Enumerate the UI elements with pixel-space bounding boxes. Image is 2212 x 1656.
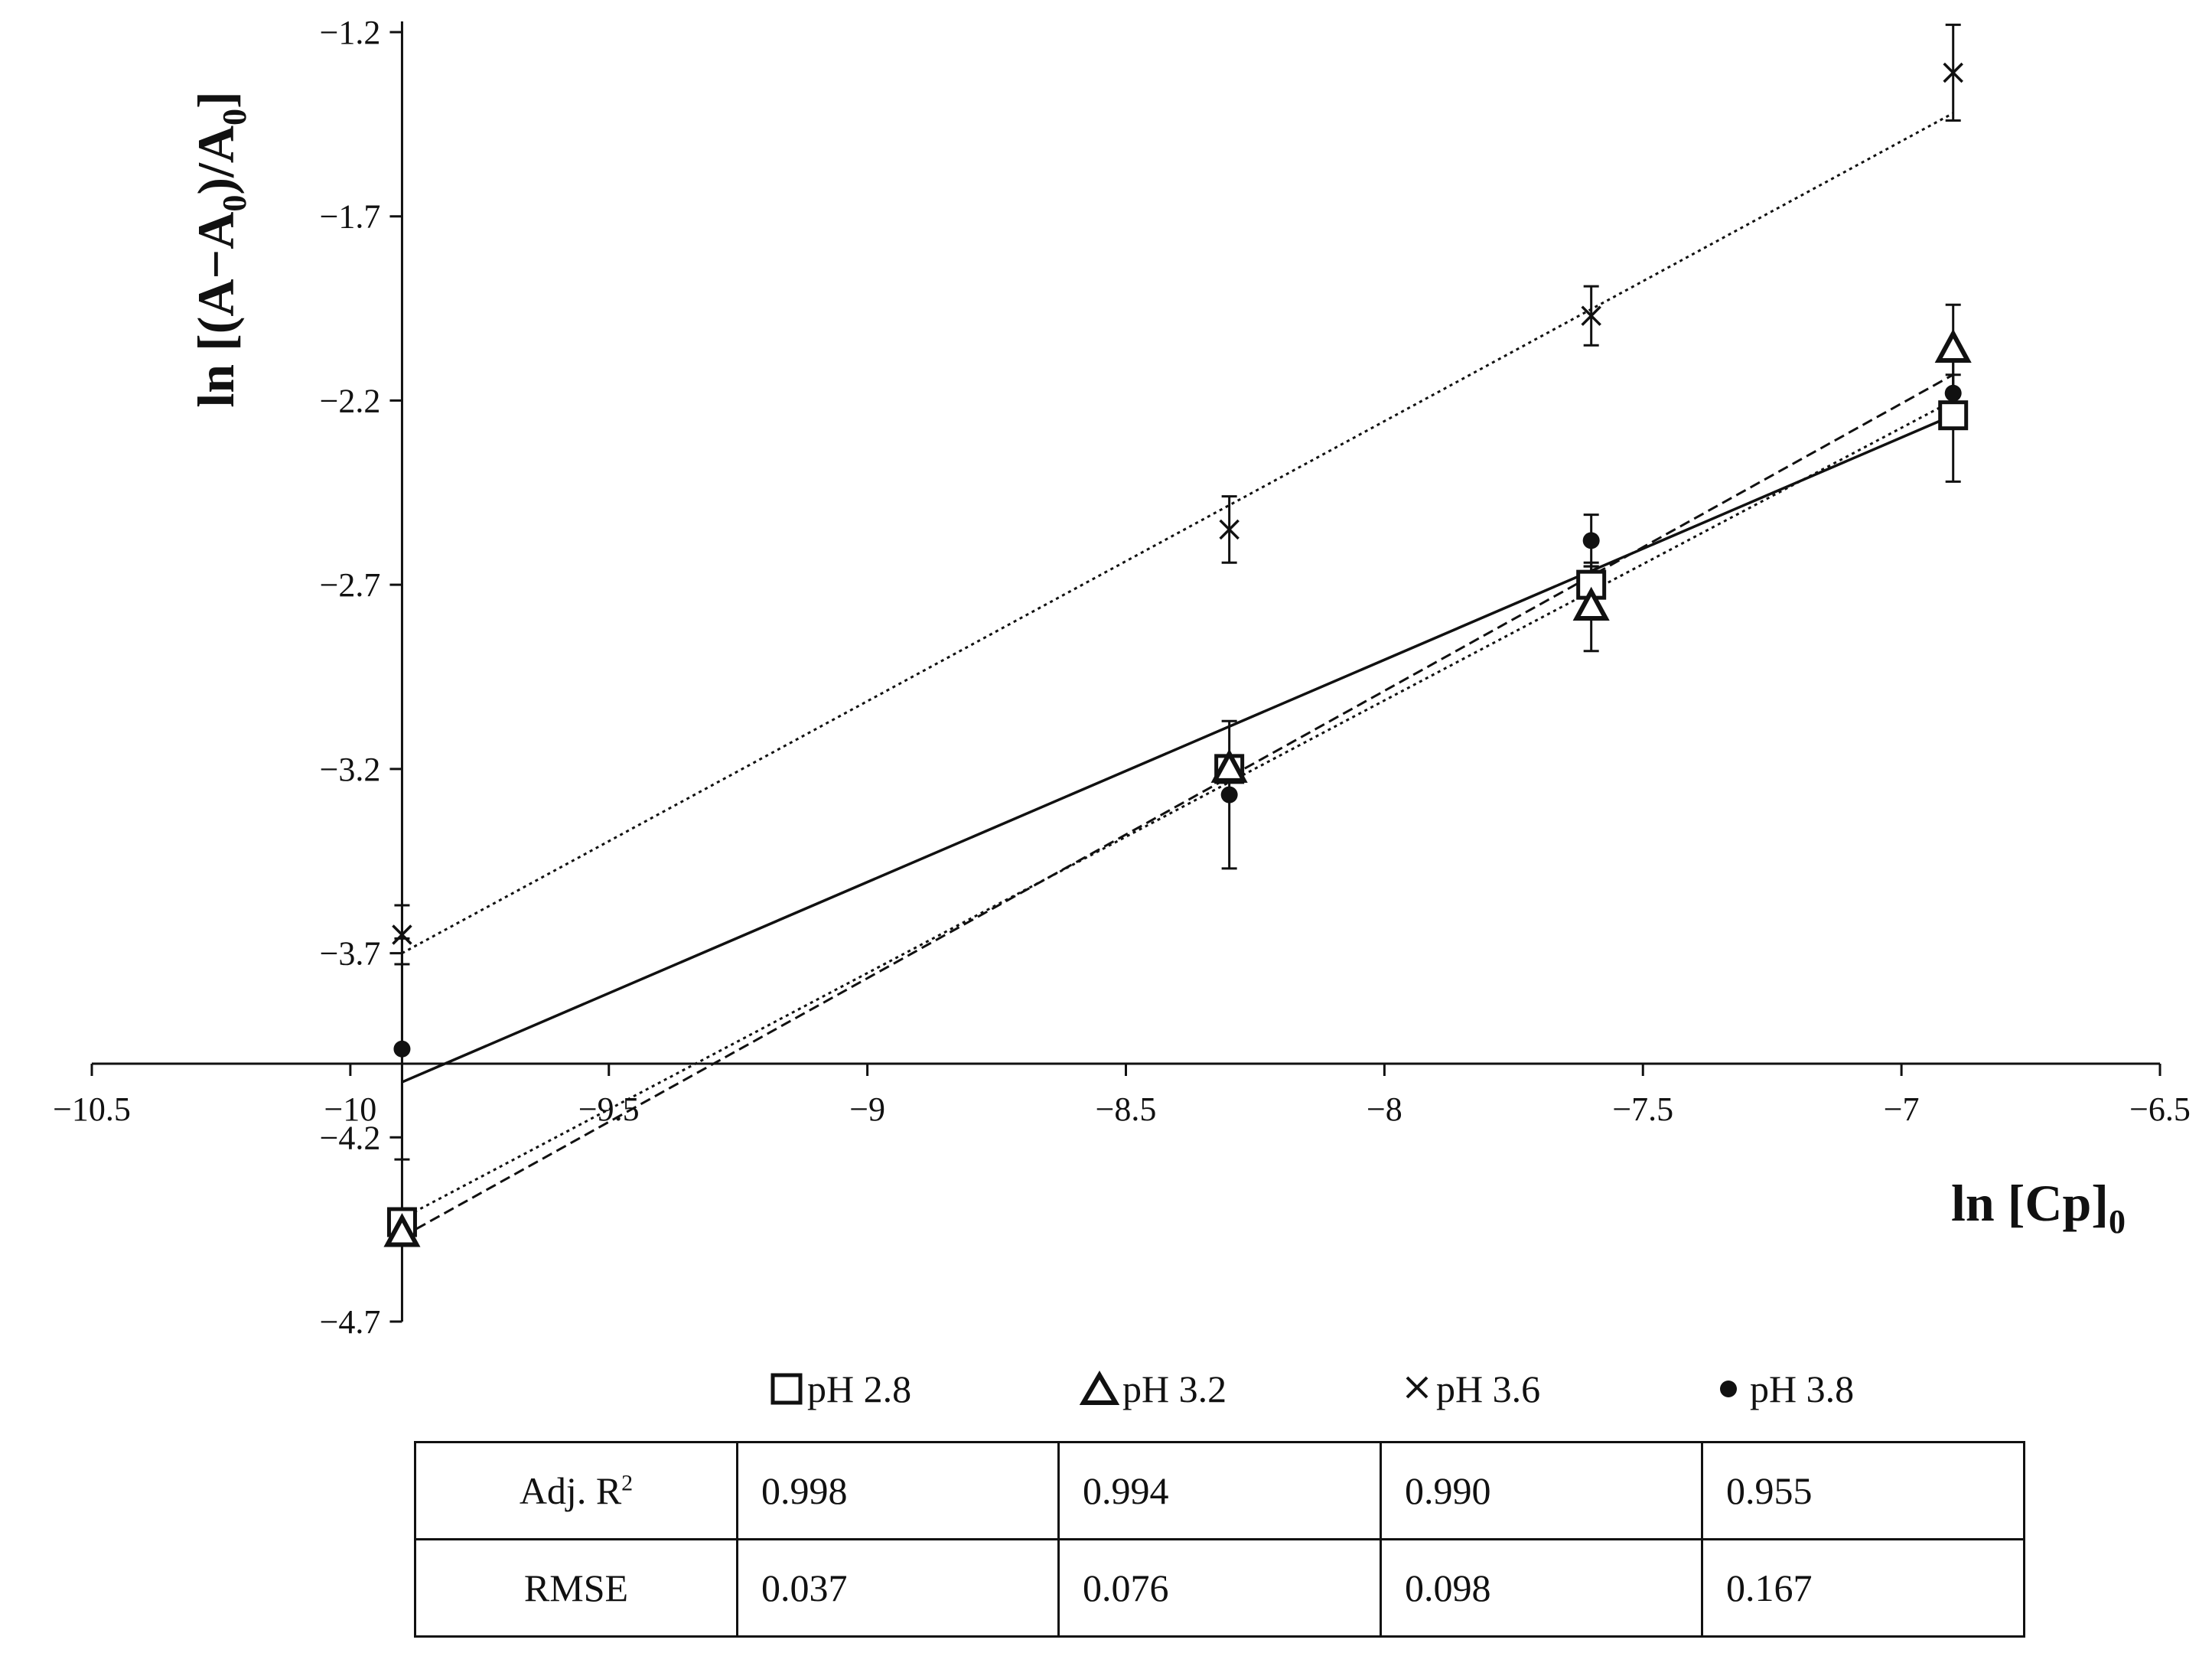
- data-point-cross: [1219, 519, 1240, 540]
- fit-statistics-table: Adj. R2 0.998 0.994 0.990 0.955 RMSE 0.0…: [414, 1441, 2025, 1638]
- y-tick-label: −2.2: [320, 382, 381, 419]
- table-cell: 0.167: [1701, 1538, 2025, 1638]
- data-point-square: [1576, 569, 1607, 600]
- y-tick-label: −2.7: [320, 566, 381, 604]
- fit-lines: [401, 112, 1954, 1238]
- data-point-dot: [1944, 384, 1962, 402]
- data-point-triangle: [1934, 328, 1972, 363]
- legend-label: pH 3.2: [1122, 1368, 1227, 1410]
- row-label-rmse: RMSE: [414, 1538, 738, 1638]
- cross-marker-icon: [1406, 1376, 1429, 1399]
- table-cell: 0.037: [736, 1538, 1060, 1638]
- legend-item-ph-3-6: pH 3.6: [1406, 1368, 1540, 1410]
- table-cell: 0.990: [1380, 1441, 1703, 1540]
- legend-item-ph-3-2: pH 3.2: [1079, 1368, 1227, 1410]
- legend-item-ph-2-8: pH 2.8: [770, 1368, 911, 1410]
- axis-labels: −10.5 −10 −9.5 −9 −8.5 −8 −7.5 −7 −6.5 −1.2 −1.7 −2…: [53, 14, 2191, 1341]
- y-axis-title: ln [(A−A0)/A0]: [187, 91, 253, 407]
- legend-label: pH 3.6: [1436, 1368, 1540, 1410]
- fit-line: [401, 414, 1954, 1084]
- legend-label: pH 2.8: [807, 1368, 911, 1410]
- x-tick-label: −8.5: [1096, 1090, 1157, 1128]
- y-tick-label: −4.2: [320, 1119, 381, 1156]
- fit-line: [401, 373, 1954, 1238]
- x-tick-label: −7: [1884, 1090, 1920, 1128]
- data-point-cross: [1943, 62, 1963, 83]
- data-point-dot: [1582, 532, 1600, 549]
- x-tick-label: −7.5: [1612, 1090, 1673, 1128]
- x-tick-label: −6.5: [2129, 1090, 2191, 1128]
- square-marker-icon: [770, 1373, 803, 1405]
- table-row: Adj. R2 0.998 0.994 0.990 0.955: [414, 1441, 2025, 1540]
- data-point-cross: [1581, 305, 1601, 326]
- y-tick-label: −1.2: [320, 14, 381, 51]
- fit-line: [401, 112, 1954, 954]
- error-bars: [394, 23, 1961, 1161]
- data-point-square: [1938, 400, 1969, 431]
- table-row: RMSE 0.037 0.076 0.098 0.167: [414, 1538, 2025, 1638]
- fit-line: [401, 399, 1954, 1220]
- triangle-marker-icon: [1079, 1371, 1120, 1405]
- data-point-triangle: [1572, 586, 1610, 621]
- legend: pH 2.8 pH 3.2 pH 3.6 pH 3.8: [770, 1368, 1854, 1410]
- x-tick-label: −10.5: [53, 1090, 131, 1128]
- data-point-triangle: [383, 1213, 421, 1247]
- y-tick-label: −3.2: [320, 751, 381, 788]
- x-tick-label: −9.5: [578, 1090, 640, 1128]
- data-point-cross: [392, 924, 412, 945]
- legend-label: pH 3.8: [1750, 1368, 1854, 1410]
- legend-item-ph-3-8: pH 3.8: [1720, 1368, 1854, 1410]
- table-cell: 0.076: [1057, 1538, 1382, 1638]
- data-point-dot: [1220, 786, 1238, 804]
- dot-marker-icon: [1720, 1381, 1737, 1397]
- x-tick-label: −10: [324, 1090, 376, 1128]
- table-cell: 0.098: [1380, 1538, 1703, 1638]
- table-cell: 0.994: [1057, 1441, 1382, 1540]
- x-tick-label: −9: [849, 1090, 885, 1128]
- row-label-adj-r2: Adj. R2: [414, 1441, 738, 1540]
- y-tick-label: −1.7: [320, 198, 381, 236]
- data-point-dot: [393, 1040, 411, 1058]
- data-point-triangle: [1210, 748, 1248, 783]
- x-tick-label: −8: [1367, 1090, 1402, 1128]
- table-cell: 0.998: [736, 1441, 1060, 1540]
- data-markers: [383, 62, 1972, 1247]
- y-tick-label: −4.7: [320, 1303, 381, 1341]
- table-cell: 0.955: [1701, 1441, 2025, 1540]
- y-tick-label: −3.7: [320, 935, 381, 973]
- x-axis-title: ln [Cp]0: [1951, 1174, 2126, 1240]
